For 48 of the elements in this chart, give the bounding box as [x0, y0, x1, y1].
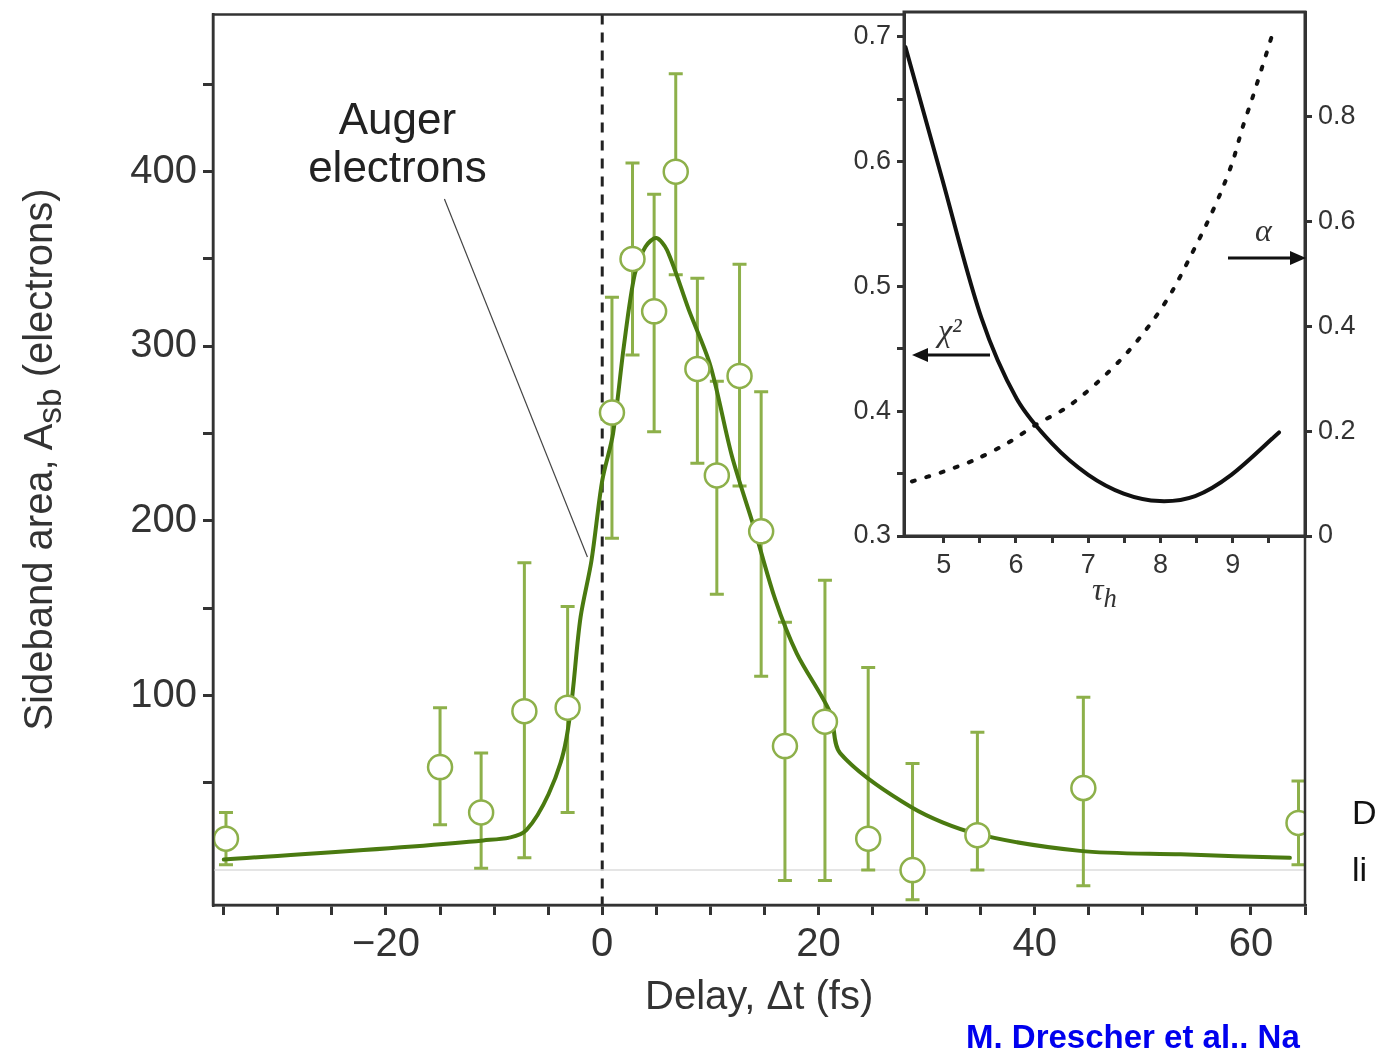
annotation: Auger electrons: [308, 94, 487, 192]
text: D: [1352, 793, 1377, 832]
y-tick-label: 0.5: [853, 269, 891, 300]
point: [811, 708, 839, 735]
point: [640, 298, 668, 325]
point: [747, 518, 775, 545]
point: [854, 825, 882, 852]
text: li: [1352, 850, 1368, 889]
y-tick-label: 0.6: [853, 145, 891, 176]
point: [662, 158, 689, 185]
point: [467, 799, 495, 826]
point: [554, 694, 581, 721]
x-tick-label: 8: [1152, 548, 1169, 579]
point: [726, 362, 753, 390]
y2-tick-label: 0.8: [1318, 100, 1356, 131]
y2-tick-label: 0.6: [1318, 205, 1356, 236]
y2-tick-label: 0.2: [1318, 414, 1356, 445]
x-tick-label: 40: [1012, 920, 1057, 965]
point: [213, 825, 240, 852]
annotation: α: [1255, 212, 1272, 249]
x-tick-label: 20: [796, 920, 841, 965]
y-tick-label: 0.3: [853, 519, 891, 550]
y-tick-label: 200: [130, 495, 197, 540]
x-tick-label: 60: [1228, 920, 1274, 965]
point: [964, 821, 991, 849]
point: [1070, 774, 1097, 802]
text: M. Drescher et al.. Na: [966, 1018, 1300, 1056]
point: [703, 462, 731, 489]
point: [511, 697, 538, 725]
y-tick-label: 400: [130, 146, 197, 191]
point: [619, 245, 646, 273]
y2-tick-label: 0.4: [1318, 309, 1356, 340]
y2-tick-label: 0: [1318, 519, 1334, 550]
y-tick-label: 100: [130, 670, 197, 715]
x-tick-label: 6: [1008, 548, 1024, 579]
x-axis-title: Delay, Δt (fs): [645, 972, 874, 1018]
point: [899, 856, 926, 884]
x-tick-label: 0: [591, 920, 614, 965]
x-tick-label: 5: [936, 548, 952, 579]
point: [426, 753, 454, 781]
point: [598, 399, 626, 426]
y-tick-label: 300: [130, 321, 197, 366]
x-tick-label: 9: [1225, 548, 1241, 579]
y-tick-label: 0.7: [853, 20, 891, 51]
point: [771, 732, 799, 760]
point: [684, 355, 711, 383]
y-tick-label: 0.4: [853, 394, 891, 425]
x-tick-label: −20: [352, 920, 420, 965]
